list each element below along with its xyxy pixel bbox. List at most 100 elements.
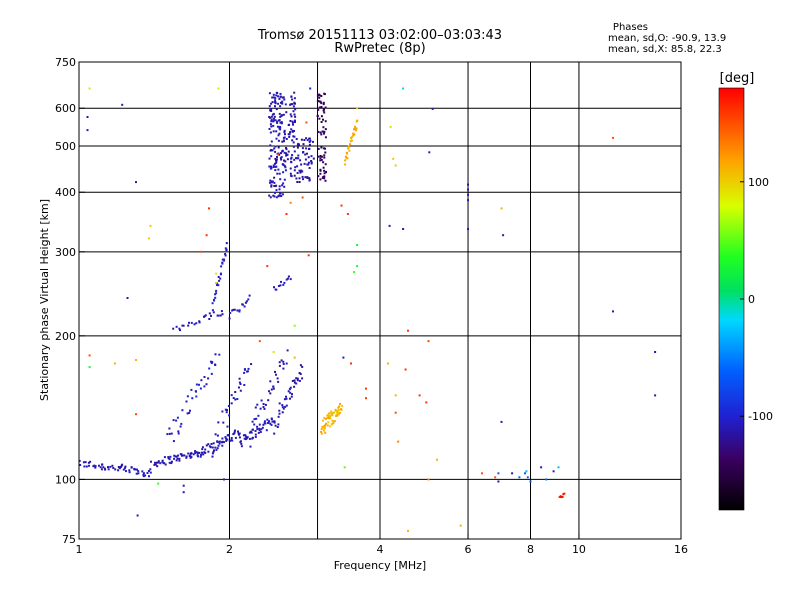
scatter-point bbox=[275, 373, 277, 376]
scatter-point bbox=[254, 436, 257, 438]
scatter-point bbox=[502, 234, 505, 237]
scatter-point bbox=[402, 87, 405, 90]
scatter-point bbox=[300, 138, 303, 141]
scatter-point bbox=[270, 184, 273, 187]
scatter-point bbox=[320, 158, 323, 161]
scatter-point bbox=[269, 196, 272, 199]
scatter-point bbox=[275, 130, 278, 133]
scatter-point bbox=[274, 97, 277, 100]
scatter-point bbox=[327, 421, 330, 424]
scatter-point bbox=[270, 140, 273, 143]
scatter-point bbox=[324, 106, 327, 109]
scatter-point bbox=[271, 96, 274, 99]
scatter-point bbox=[188, 411, 191, 414]
scatter-point bbox=[511, 472, 514, 475]
scatter-point bbox=[262, 423, 265, 426]
scatter-point bbox=[322, 130, 325, 133]
scatter-point bbox=[293, 135, 296, 138]
scatter-point bbox=[321, 426, 324, 429]
scatter-point bbox=[271, 101, 274, 104]
scatter-point bbox=[269, 131, 272, 134]
scatter-point bbox=[173, 457, 175, 460]
scatter-point bbox=[563, 492, 566, 495]
scatter-point bbox=[282, 367, 285, 370]
scatter-point bbox=[518, 476, 521, 479]
scatter-point bbox=[282, 283, 285, 286]
scatter-point bbox=[253, 418, 256, 421]
scatter-point bbox=[293, 379, 296, 382]
scatter-point bbox=[283, 131, 286, 134]
scatter-point bbox=[317, 108, 320, 111]
scatter-point bbox=[78, 459, 81, 462]
scatter-point bbox=[320, 121, 323, 123]
scatter-point bbox=[142, 473, 145, 476]
scatter-point bbox=[218, 442, 221, 445]
scatter-point bbox=[173, 454, 176, 457]
scatter-point bbox=[407, 329, 409, 332]
scatter-point bbox=[211, 361, 214, 363]
scatter-point bbox=[277, 102, 280, 105]
scatter-point bbox=[283, 398, 286, 401]
scatter-point bbox=[176, 457, 179, 460]
scatter-point bbox=[481, 472, 483, 475]
scatter-point bbox=[274, 145, 277, 148]
scatter-point bbox=[299, 159, 302, 162]
scatter-point bbox=[349, 140, 352, 143]
scatter-point bbox=[356, 107, 359, 110]
scatter-point bbox=[270, 120, 273, 123]
scatter-point bbox=[319, 178, 322, 181]
scatter-point bbox=[286, 158, 289, 161]
scatter-point bbox=[170, 432, 173, 435]
scatter-point bbox=[322, 166, 325, 169]
scatter-point bbox=[229, 312, 232, 314]
scatter-point bbox=[324, 179, 327, 182]
scatter-point bbox=[149, 224, 152, 227]
scatter-point bbox=[215, 282, 218, 285]
scatter-point bbox=[302, 178, 304, 181]
scatter-point bbox=[289, 397, 291, 400]
scatter-point bbox=[282, 113, 285, 116]
scatter-point bbox=[277, 139, 280, 142]
scatter-point bbox=[279, 284, 282, 287]
scatter-point bbox=[224, 436, 227, 439]
scatter-point bbox=[290, 160, 293, 163]
scatter-point bbox=[327, 412, 330, 415]
scatter-point bbox=[282, 96, 285, 99]
scatter-point bbox=[280, 359, 283, 362]
scatter-point bbox=[196, 454, 199, 457]
scatter-point bbox=[293, 324, 296, 327]
scatter-point bbox=[282, 139, 285, 142]
scatter-point bbox=[270, 165, 273, 168]
x-tick-label: 8 bbox=[527, 543, 534, 556]
scatter-point bbox=[274, 165, 277, 168]
scatter-point bbox=[293, 385, 296, 388]
scatter-point bbox=[269, 181, 271, 184]
scatter-point bbox=[185, 456, 188, 459]
scatter-point bbox=[324, 431, 327, 434]
scatter-point bbox=[272, 387, 275, 390]
scatter-point bbox=[237, 432, 240, 435]
scatter-point bbox=[269, 392, 272, 395]
scatter-point bbox=[221, 444, 224, 447]
x-tick-label: 1 bbox=[76, 543, 83, 556]
scatter-point bbox=[245, 300, 248, 303]
scatter-point bbox=[210, 443, 213, 445]
scatter-point bbox=[238, 310, 241, 313]
colorbar-tick-label: 100 bbox=[748, 176, 769, 189]
x-axis-label: Frequency [MHz] bbox=[334, 559, 426, 572]
scatter-point bbox=[226, 409, 228, 412]
scatter-point bbox=[159, 462, 162, 465]
scatter-point bbox=[260, 399, 263, 402]
scatter-point bbox=[293, 169, 296, 172]
scatter-point bbox=[135, 472, 138, 475]
scatter-point bbox=[102, 466, 105, 469]
scatter-point bbox=[282, 136, 285, 139]
scatter-point bbox=[220, 310, 223, 313]
scatter-point bbox=[321, 419, 324, 422]
scatter-point bbox=[263, 420, 266, 423]
scatter-point bbox=[282, 182, 285, 185]
scatter-point bbox=[178, 459, 181, 462]
scatter-point bbox=[120, 464, 123, 467]
scatter-point bbox=[292, 110, 295, 113]
scatter-point bbox=[296, 172, 299, 174]
